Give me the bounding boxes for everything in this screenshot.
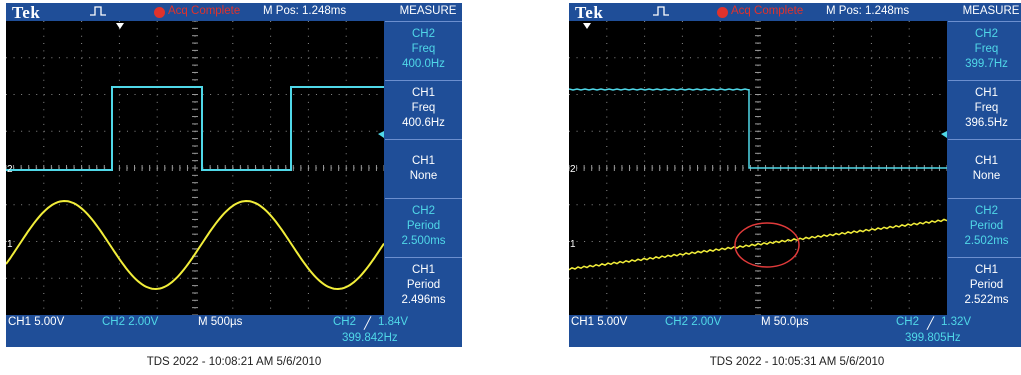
measure-menu: CH2 Freq 399.7Hz CH1 Freq 396.5Hz CH1 None CH…: [948, 21, 1021, 315]
ch1-ground-marker: 1: [570, 239, 576, 250]
ch2-waveform: [6, 86, 384, 171]
measurement-2[interactable]: CH1 Freq 396.5Hz: [948, 80, 1021, 137]
highlight-circle: [734, 222, 800, 268]
ch2-scale: CH2 2.00V: [665, 316, 722, 328]
brand-logo: Tek: [12, 3, 41, 22]
measurement-4[interactable]: CH2 Period 2.500ms: [385, 198, 462, 255]
trigger-source: CH2: [333, 316, 357, 328]
waveform-display: 2 1: [6, 21, 384, 315]
acquisition-status: Acq Complete: [731, 5, 804, 17]
trigger-edge-icon: [90, 6, 106, 16]
trigger-level: 1.84V: [378, 316, 409, 328]
ch2-scale: CH2 2.00V: [102, 316, 159, 328]
measurement-4[interactable]: CH2 Period 2.502ms: [948, 198, 1021, 255]
trigger-position-icon: [116, 23, 124, 29]
measure-menu: CH2 Freq 400.0Hz CH1 Freq 400.6Hz CH1 None CH…: [385, 21, 462, 315]
measurement-3[interactable]: CH1 None: [948, 139, 1021, 196]
settings-bar: CH1 5.00V CH2 2.00V M 500µs CH2 ╱ 1.84V …: [6, 315, 462, 347]
graticule: [6, 21, 384, 315]
acquisition-status-icon: [154, 7, 165, 18]
main-position: M Pos: 1.248ms: [263, 5, 347, 17]
settings-bar: CH1 5.00V CH2 2.00V M 50.0µs CH2 ╱ 1.32V…: [569, 315, 1021, 347]
measurement-2[interactable]: CH1 Freq 400.6Hz: [385, 80, 462, 137]
main-position: M Pos: 1.248ms: [826, 5, 910, 17]
ch2-ground-marker: 2: [570, 164, 576, 175]
acquisition-status: Acq Complete: [168, 5, 241, 17]
caption-left: TDS 2022 - 10:08:21 AM 5/6/2010: [146, 356, 322, 368]
ch1-ground-marker: 1: [7, 239, 13, 250]
ch1-waveform: [569, 218, 947, 271]
caption-right: TDS 2022 - 10:05:31 AM 5/6/2010: [709, 356, 885, 368]
ch2-ground-marker: 2: [7, 164, 13, 175]
acquisition-status-icon: [717, 7, 728, 18]
menu-title: MEASURE: [962, 5, 1020, 17]
measurement-1[interactable]: CH2 Freq 399.7Hz: [948, 21, 1021, 78]
trigger-frequency: 399.842Hz: [342, 332, 398, 344]
status-bar: Tek Acq Complete M Pos: 1.248ms MEASURE: [569, 3, 1021, 22]
brand-logo: Tek: [575, 3, 604, 22]
trigger-level: 1.32V: [941, 316, 972, 328]
measurement-1[interactable]: CH2 Freq 400.0Hz: [385, 21, 462, 78]
ch1-waveform: [6, 199, 384, 291]
menu-title: MEASURE: [399, 5, 457, 17]
trigger-edge-icon: [653, 6, 669, 16]
measurement-3[interactable]: CH1 None: [385, 139, 462, 196]
trigger-source: CH2: [896, 316, 920, 328]
ch2-waveform: [569, 88, 947, 169]
status-bar: Tek Acq Complete M Pos: 1.248ms MEASURE: [6, 3, 462, 22]
oscilloscope-left: Tek Acq Complete M Pos: 1.248ms MEASURE …: [6, 3, 462, 347]
waveform-display: 2 1: [569, 21, 947, 315]
ch1-scale: CH1 5.00V: [8, 316, 65, 328]
trigger-level-icon: [378, 131, 384, 138]
trigger-slope-icon: ╱: [364, 318, 371, 330]
measurement-5[interactable]: CH1 Period 2.496ms: [385, 257, 462, 314]
trigger-position-icon: [583, 23, 591, 29]
trigger-slope-icon: ╱: [927, 318, 934, 330]
trigger-frequency: 399.805Hz: [905, 332, 961, 344]
ch1-scale: CH1 5.00V: [571, 316, 628, 328]
measurement-5[interactable]: CH1 Period 2.522ms: [948, 257, 1021, 314]
trigger-level-icon: [941, 131, 947, 138]
oscilloscope-right: Tek Acq Complete M Pos: 1.248ms MEASURE …: [569, 3, 1021, 347]
timebase: M 50.0µs: [761, 316, 809, 328]
timebase: M 500µs: [198, 316, 243, 328]
